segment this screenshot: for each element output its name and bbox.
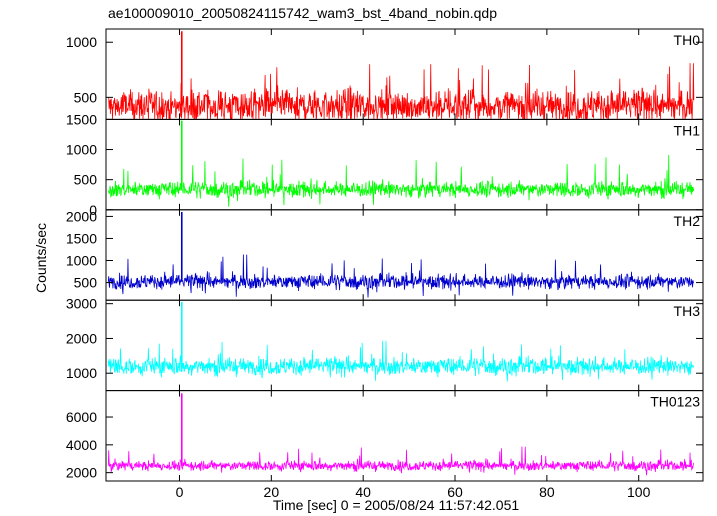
panel-frame-th1 [105,118,704,211]
panel-frame-th3 [105,299,704,392]
y-tick-label: 3000 [66,296,97,312]
y-tick-label: 500 [74,89,98,105]
y-tick-label: 6000 [66,409,97,425]
x-tick-label: 100 [627,484,651,500]
y-tick-label: 2000 [66,330,97,346]
y-tick-label: 0 [89,202,97,218]
x-tick-label: 20 [264,484,280,500]
y-tick-label: 1000 [66,142,97,158]
y-tick-label: 4000 [66,437,97,453]
y-tick-label: 1500 [66,111,97,127]
x-tick-label: 0 [176,484,184,500]
panel-label-th0123: TH0123 [650,394,700,410]
x-tick-label: 40 [355,484,371,500]
y-tick-label: 1000 [66,365,97,381]
panel-label-th2: TH2 [674,213,701,229]
panel-label-th3: TH3 [674,303,701,319]
series-line-th0123 [107,446,695,476]
y-axis-label: Counts/sec [33,223,49,293]
y-tick-label: 500 [74,275,98,291]
y-tick-label: 2000 [66,208,97,224]
series-line-th2 [107,254,694,298]
y-tick-label: 1500 [66,230,97,246]
y-tick-label: 500 [74,172,98,188]
x-tick-label: 60 [447,484,463,500]
panel-label-th0: TH0 [674,32,701,48]
y-tick-label: 1000 [66,34,97,50]
panel-label-th1: TH1 [674,122,701,138]
panel-frame-th0123 [105,390,704,482]
series-line-th1 [107,155,695,207]
series-line-th0 [108,63,695,120]
y-tick-label: 2000 [66,465,97,481]
x-tick-label: 80 [539,484,555,500]
y-tick-label: 1000 [66,253,97,269]
x-axis-label: Time [sec] 0 = 2005/08/24 11:57:42.051 [273,497,520,513]
chart-title: ae100009010_20050824115742_wam3_bst_4ban… [108,5,497,21]
series-line-th3 [107,340,695,382]
